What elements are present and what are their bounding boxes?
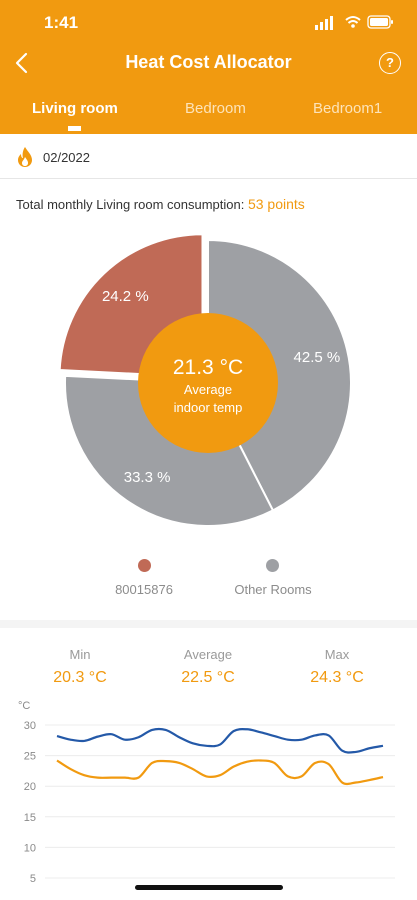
- pie-slice-label-0: 42.5 %: [294, 349, 341, 366]
- stat-min-value: 20.3 °C: [53, 669, 107, 686]
- help-icon[interactable]: ?: [379, 52, 401, 74]
- page-title: Heat Cost Allocator: [125, 52, 292, 72]
- pie-center-circle: [138, 313, 278, 453]
- period-label: 02/2022: [43, 150, 90, 165]
- stat-max-value: 24.3 °C: [310, 669, 364, 686]
- stat-min-label: Min: [69, 647, 91, 662]
- consumption-summary: Total monthly Living room consumption: 5…: [16, 196, 305, 212]
- section-divider: [0, 620, 417, 628]
- tab-bedroom1[interactable]: Bedroom1: [313, 100, 383, 117]
- room-share-pie-chart: 42.5 % 33.3 % 24.2 % 21.3 °C Average indoo…: [58, 233, 352, 527]
- active-tab-indicator: [68, 126, 81, 131]
- pie-slice-label-1: 33.3 %: [124, 469, 171, 486]
- stat-average-value: 22.5 °C: [181, 669, 235, 686]
- legend-dot-other-rooms: [266, 559, 279, 572]
- y-axis-unit: °C: [18, 700, 30, 712]
- y-tick-label-10: 10: [24, 842, 36, 854]
- flame-icon: [18, 147, 32, 167]
- center-caption-line1: Average: [184, 382, 232, 397]
- stat-average-label: Average: [183, 647, 233, 662]
- app-header: 1:41 Heat Cost Allocator ? Living room B…: [0, 0, 417, 134]
- legend-label-meter: 80015876: [115, 582, 173, 597]
- average-indoor-temp-value: 21.3 °C: [173, 356, 243, 379]
- tab-living-room[interactable]: Living room: [32, 100, 118, 117]
- tab-bedroom[interactable]: Bedroom: [185, 100, 246, 117]
- battery-icon: [367, 15, 393, 29]
- status-time: 1:41: [44, 13, 79, 32]
- y-tick-label-25: 25: [24, 751, 36, 763]
- y-tick-label-20: 20: [24, 781, 36, 793]
- legend-dot-meter: [138, 559, 151, 572]
- status-icons: [315, 15, 393, 30]
- series-line-blue: [56, 727, 384, 754]
- period-row[interactable]: 02/2022: [0, 134, 417, 179]
- back-icon[interactable]: [10, 50, 34, 76]
- y-tick-label-15: 15: [24, 812, 36, 824]
- signal-icon: [315, 16, 333, 30]
- stat-max-label: Max: [324, 647, 350, 662]
- legend-label-other-rooms: Other Rooms: [234, 582, 312, 597]
- pie-slice-label-2: 24.2 %: [102, 288, 149, 305]
- temperature-line-chart: °C 30 25 20 15 10 5: [18, 700, 395, 885]
- y-tick-label-5: 5: [30, 873, 36, 885]
- home-indicator: [135, 885, 283, 890]
- y-tick-label-30: 30: [24, 720, 36, 732]
- series-line-orange: [56, 759, 384, 786]
- center-caption-line2: indoor temp: [174, 400, 243, 415]
- consumption-label: Total monthly Living room consumption:: [16, 197, 245, 212]
- wifi-icon: [345, 16, 361, 28]
- consumption-value: 53 points: [247, 196, 305, 212]
